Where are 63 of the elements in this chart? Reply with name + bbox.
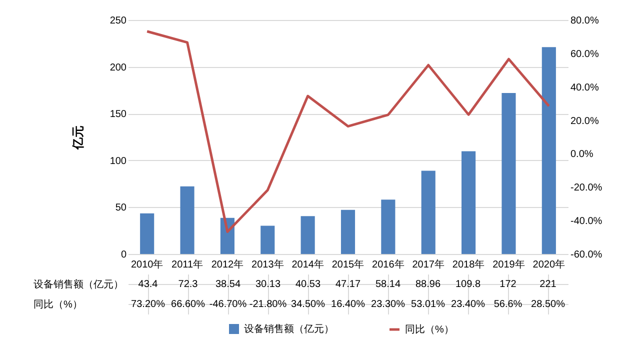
x-tick-label: 2014年 [292, 258, 324, 270]
y-tick-label: 200 [110, 62, 127, 74]
data-label: -46.70% [209, 299, 247, 310]
legend-label: 同比（%） [405, 324, 454, 336]
x-tick-label: 2016年 [372, 258, 404, 270]
bar [300, 216, 315, 254]
bar [502, 93, 516, 254]
y-tick-label: 150 [110, 109, 127, 120]
data-label: 30.13 [255, 279, 281, 290]
y-tick-label: 0 [120, 250, 127, 260]
y2-tick-label: 60.0% [570, 48, 599, 60]
data-label: 16.40% [331, 299, 366, 310]
data-label: 23.30% [371, 299, 406, 310]
x-tick-label: 2012年 [211, 258, 244, 270]
y2-tick-label: 20.0% [570, 116, 599, 127]
x-tick-label: 2015年 [332, 258, 364, 270]
bar [542, 47, 556, 254]
y2-tick-label: 40.0% [570, 82, 599, 94]
x-tick-label: 2019年 [492, 258, 525, 270]
x-tick-label: 2010年 [130, 258, 164, 270]
x-tick-label: 2020年 [532, 258, 566, 270]
y-tick-label: 250 [110, 16, 127, 26]
data-label: 56.6% [494, 299, 522, 310]
y2-tick-label: 0.0% [570, 149, 594, 160]
data-label: 38.54 [215, 279, 241, 290]
x-tick-label: 2013年 [252, 258, 284, 270]
data-label: 43.4 [138, 279, 158, 290]
x-tick-label: 2018年 [452, 258, 485, 270]
y-tick-label: 50 [115, 202, 127, 214]
x-tick-label: 2017年 [412, 258, 444, 270]
bar [421, 170, 436, 254]
y2-tick-label: -20.0% [570, 182, 602, 194]
data-label: 109.8 [455, 279, 481, 290]
data-label: 221 [540, 279, 557, 290]
y2-tick-label: -40.0% [570, 216, 602, 228]
data-label: 28.50% [531, 299, 566, 310]
line-series [146, 30, 550, 234]
data-label: 40.53 [295, 279, 321, 290]
bar [180, 186, 194, 254]
bar [260, 226, 275, 254]
y2-tick-label: 80.0% [570, 16, 599, 26]
text: 同比（%） [34, 300, 82, 310]
y2-tick-label: -60.0% [570, 250, 602, 260]
y-tick-label: 100 [110, 156, 127, 167]
bar [462, 151, 476, 254]
data-label: 172 [500, 279, 517, 290]
data-label: 72.3 [178, 279, 198, 290]
legend-label: 设备销售额（亿元） [244, 323, 334, 335]
bar [340, 210, 356, 254]
data-label: 58.14 [375, 279, 401, 290]
data-label: 23.40% [451, 299, 486, 310]
data-label: 66.60% [171, 299, 206, 310]
data-label: 73.20% [131, 299, 166, 310]
data-label: 88.96 [415, 279, 441, 290]
bar [140, 213, 154, 254]
data-label: 34.50% [291, 299, 326, 310]
x-tick-label: 2011年 [172, 258, 204, 270]
y-axis-title: 亿元 [70, 126, 85, 150]
data-label: 47.17 [335, 279, 361, 290]
data-label: -21.80% [249, 299, 287, 310]
data-label: 53.01% [411, 299, 446, 310]
bar [381, 200, 396, 254]
text: 设备销售额（亿元） [34, 280, 124, 290]
